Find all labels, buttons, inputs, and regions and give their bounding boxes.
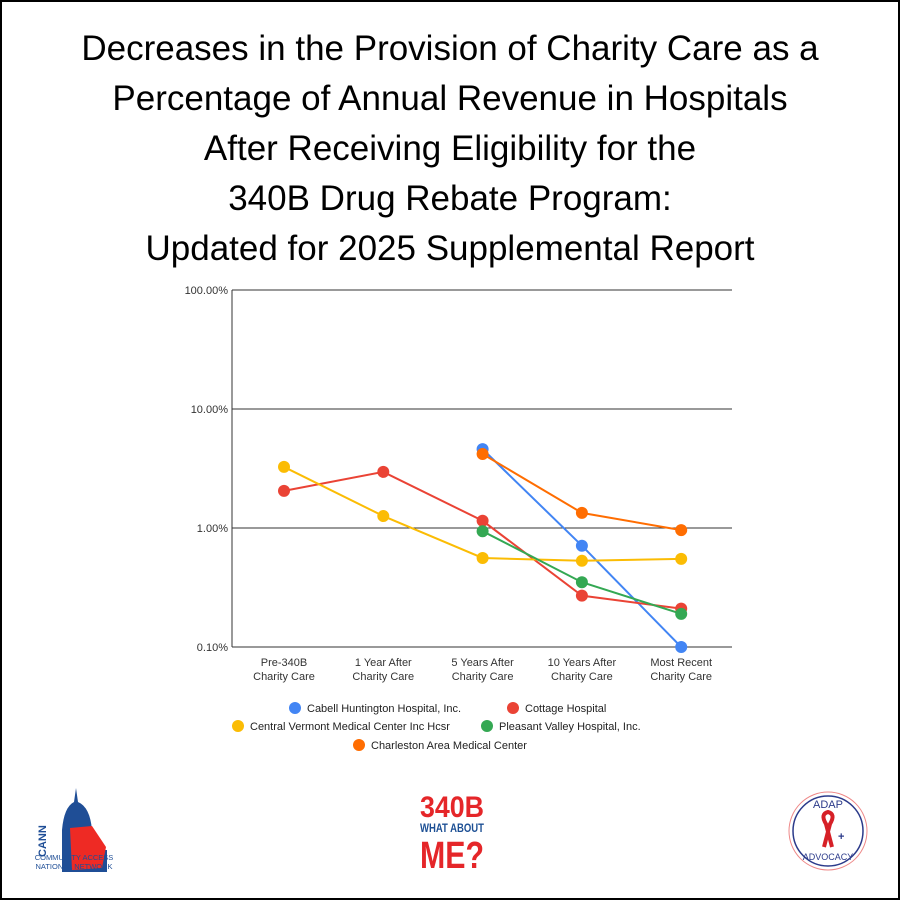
legend-label: Cottage Hospital [525, 703, 606, 715]
chart-title: Decreases in the Provision of Charity Ca… [2, 24, 898, 274]
x-tick-label: Charity Care [352, 671, 414, 683]
x-tick-label: 5 Years After [451, 657, 514, 669]
data-point [575, 539, 588, 552]
data-point [575, 554, 588, 567]
title-line: Updated for 2025 Supplemental Report [145, 229, 755, 268]
x-tick-label: Charity Care [551, 671, 613, 683]
legend-marker [232, 720, 244, 732]
series-line [283, 466, 682, 562]
title-line: Decreases in the Provision of Charity Ca… [81, 29, 819, 68]
legend-label: Pleasant Valley Hospital, Inc. [499, 721, 641, 733]
data-point [675, 552, 688, 565]
title-line: 340B Drug Rebate Program: [228, 179, 672, 218]
data-point [377, 510, 390, 523]
x-tick-label: Charity Care [650, 671, 712, 683]
y-tick-label: 100.00% [185, 285, 229, 297]
data-point [575, 576, 588, 589]
data-point [476, 525, 489, 538]
series-line [283, 470, 682, 610]
data-point [476, 447, 489, 460]
data-point [476, 551, 489, 564]
legend-marker [353, 739, 365, 751]
x-tick-label: Most Recent [650, 657, 712, 669]
data-point [278, 484, 290, 497]
x-tick-label: 10 Years After [548, 657, 617, 669]
legend-label: Cabell Huntington Hospital, Inc. [307, 703, 461, 715]
legend-marker [289, 702, 301, 714]
legend-marker [481, 720, 493, 732]
data-point [476, 514, 489, 527]
data-point [575, 506, 588, 519]
data-point [675, 641, 688, 653]
y-tick-label: 0.10% [197, 642, 228, 654]
x-tick-label: Charity Care [452, 671, 514, 683]
legend-marker [507, 702, 519, 714]
y-tick-label: 10.00% [191, 404, 229, 416]
legend-label: Charleston Area Medical Center [371, 740, 527, 752]
data-point [278, 460, 290, 473]
title-line: After Receiving Eligibility for the [203, 129, 697, 168]
legend-label: Central Vermont Medical Center Inc Hcsr [250, 721, 450, 733]
data-point [377, 465, 390, 478]
y-tick-label: 1.00% [197, 523, 228, 535]
data-point [575, 589, 588, 602]
x-tick-label: Pre-340B [261, 657, 307, 669]
x-tick-label: Charity Care [253, 671, 315, 683]
title-line: Percentage of Annual Revenue in Hospital… [112, 79, 788, 118]
data-point [675, 524, 688, 537]
data-point [675, 607, 688, 620]
x-tick-label: 1 Year After [355, 657, 412, 669]
